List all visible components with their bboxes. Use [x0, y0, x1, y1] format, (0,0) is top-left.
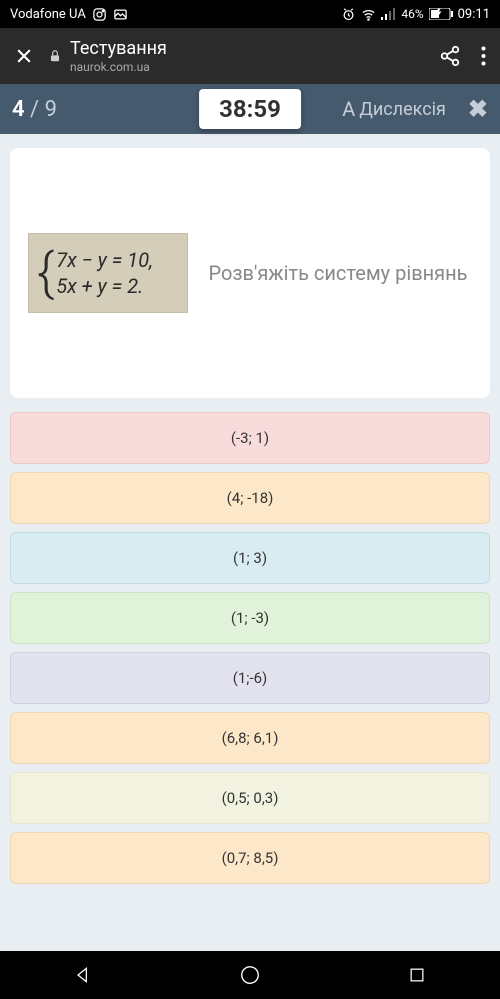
status-bar: Vodafone UA 46% 09:11 — [0, 0, 500, 28]
dyslexia-toggle[interactable]: A Дислексія — [342, 97, 446, 121]
content-area: { 7x − y = 10, 5x + y = 2. Розв'яжіть си… — [0, 134, 500, 951]
instagram-icon — [92, 7, 107, 22]
answer-option[interactable]: (0,5; 0,3) — [10, 772, 490, 824]
signal-icon — [381, 8, 396, 20]
image-icon — [113, 7, 128, 22]
battery-pct: 46% — [401, 7, 423, 21]
progress-indicator: 4 / 9 — [12, 97, 57, 122]
question-prompt: Розв'яжіть систему рівнянь — [204, 259, 472, 287]
answer-option[interactable]: (1; 3) — [10, 532, 490, 584]
equation-image: { 7x − y = 10, 5x + y = 2. — [28, 233, 188, 313]
battery-icon — [429, 8, 453, 20]
share-icon[interactable] — [439, 45, 461, 67]
status-right: 46% 09:11 — [341, 7, 490, 22]
alarm-icon — [341, 7, 356, 22]
answer-option[interactable]: (-3; 1) — [10, 412, 490, 464]
url-area[interactable]: Тестування naurok.com.ua — [48, 38, 425, 74]
timer: 38:59 — [199, 89, 301, 129]
page-url: naurok.com.ua — [70, 60, 167, 74]
status-left: Vodafone UA — [10, 7, 128, 22]
answer-option[interactable]: (0,7; 8,5) — [10, 832, 490, 884]
nav-back-icon[interactable] — [70, 962, 96, 988]
menu-icon[interactable] — [481, 46, 486, 66]
current-q: 4 — [12, 97, 25, 122]
answer-option[interactable]: (6,8; 6,1) — [10, 712, 490, 764]
total-q: 9 — [45, 97, 57, 122]
quiz-bar: 4 / 9 38:59 A Дислексія ✖ — [0, 84, 500, 134]
clock-label: 09:11 — [458, 7, 490, 22]
answer-option[interactable]: (1;-6) — [10, 652, 490, 704]
dyslexia-label: Дислексія — [359, 99, 446, 120]
carrier-label: Vodafone UA — [10, 7, 86, 22]
nav-recent-icon[interactable] — [404, 962, 430, 988]
lock-icon — [48, 48, 62, 64]
answer-option[interactable]: (4; -18) — [10, 472, 490, 524]
nav-bar — [0, 951, 500, 999]
eq-line-1: 7x − y = 10, — [56, 247, 153, 273]
nav-home-icon[interactable] — [237, 962, 263, 988]
page-title: Тестування — [70, 38, 167, 60]
answers-list: (-3; 1) (4; -18) (1; 3) (1; -3) (1;-6) (6,8; … — [10, 412, 490, 884]
close-icon[interactable] — [14, 46, 34, 66]
answer-option[interactable]: (1; -3) — [10, 592, 490, 644]
quiz-close-icon[interactable]: ✖ — [468, 95, 488, 123]
browser-bar: Тестування naurok.com.ua — [0, 28, 500, 84]
eq-line-2: 5x + y = 2. — [56, 273, 153, 299]
wifi-icon — [361, 7, 376, 22]
question-card: { 7x − y = 10, 5x + y = 2. Розв'яжіть си… — [10, 148, 490, 398]
url-text: Тестування naurok.com.ua — [70, 38, 167, 74]
